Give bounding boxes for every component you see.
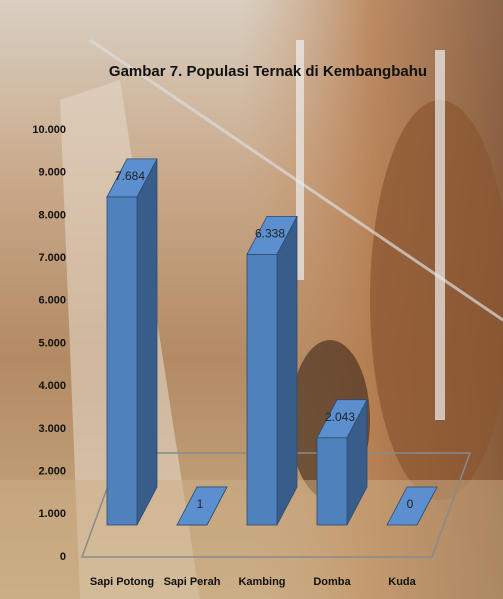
value-label: 2.043 bbox=[325, 410, 355, 424]
y-tick-label: 5.000 bbox=[38, 337, 66, 349]
y-tick-label: 10.000 bbox=[32, 124, 66, 136]
y-tick-label: 4.000 bbox=[38, 380, 66, 392]
x-tick-label: Sapi Potong bbox=[90, 576, 154, 588]
y-tick-label: 0 bbox=[60, 551, 66, 563]
y-tick-label: 2.000 bbox=[38, 466, 66, 478]
value-label: 0 bbox=[407, 497, 414, 511]
bar-side bbox=[137, 159, 157, 525]
y-tick-label: 7.000 bbox=[38, 252, 66, 264]
y-tick-label: 9.000 bbox=[38, 167, 66, 179]
bar bbox=[247, 254, 277, 525]
y-tick-label: 6.000 bbox=[38, 295, 66, 307]
value-label: 1 bbox=[197, 497, 204, 511]
bar bbox=[107, 197, 137, 525]
bar-side bbox=[277, 216, 297, 525]
y-tick-label: 1.000 bbox=[38, 508, 66, 520]
x-tick-label: Domba bbox=[313, 576, 351, 588]
y-tick-label: 3.000 bbox=[38, 423, 66, 435]
value-label: 7.684 bbox=[115, 169, 145, 183]
x-tick-label: Kambing bbox=[238, 576, 285, 588]
bar bbox=[317, 438, 347, 525]
chart-title: Gambar 7. Populasi Ternak di Kembangbahu bbox=[109, 63, 427, 80]
value-label: 6.338 bbox=[255, 227, 285, 241]
x-tick-label: Kuda bbox=[388, 576, 416, 588]
y-tick-label: 8.000 bbox=[38, 209, 66, 221]
x-tick-label: Sapi Perah bbox=[164, 576, 221, 588]
chart: Gambar 7. Populasi Ternak di Kembangbahu… bbox=[0, 0, 503, 599]
